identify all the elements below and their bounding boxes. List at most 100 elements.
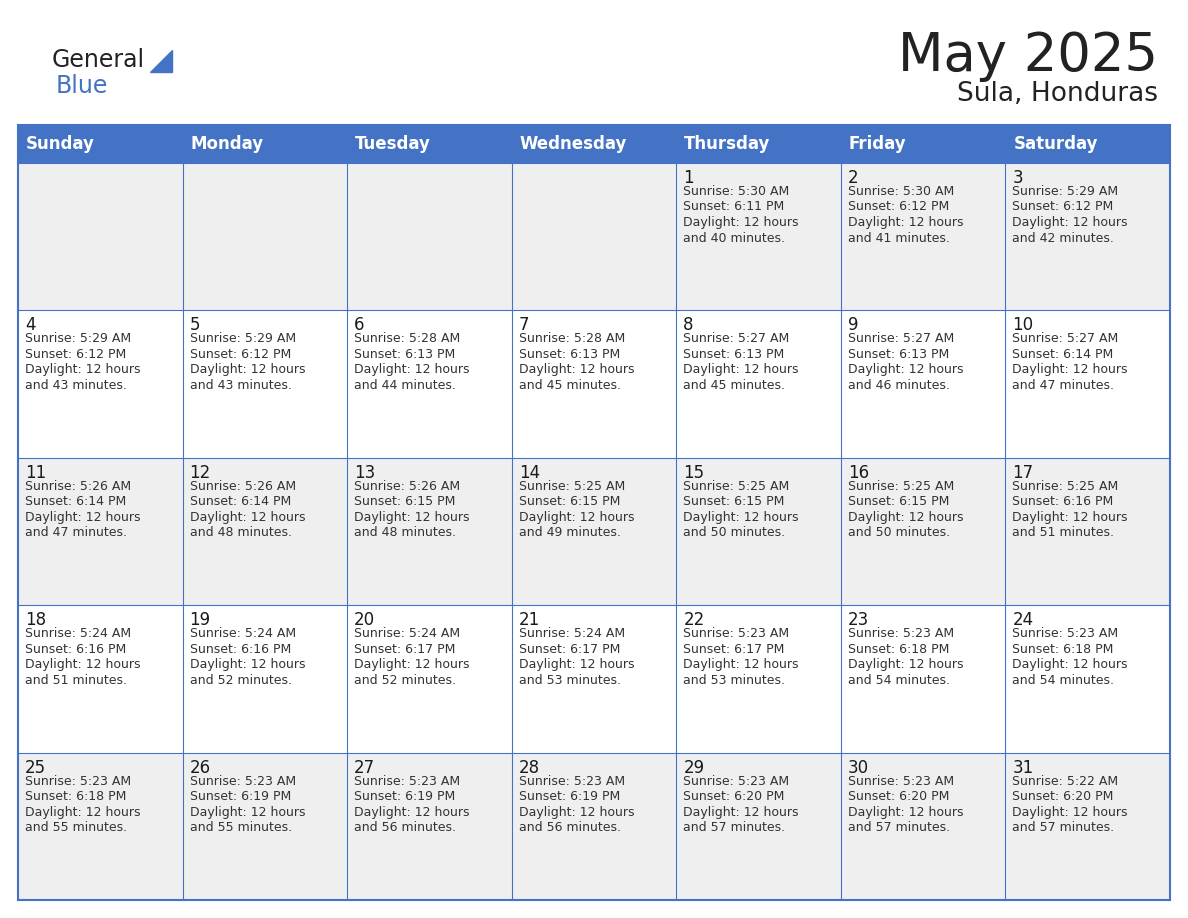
Text: and 57 minutes.: and 57 minutes. [683, 821, 785, 834]
Text: and 56 minutes.: and 56 minutes. [519, 821, 620, 834]
Text: 28: 28 [519, 758, 539, 777]
Text: and 50 minutes.: and 50 minutes. [848, 526, 950, 539]
Text: and 53 minutes.: and 53 minutes. [519, 674, 620, 687]
Text: 23: 23 [848, 611, 870, 629]
Text: 12: 12 [190, 464, 210, 482]
Text: Sunrise: 5:27 AM: Sunrise: 5:27 AM [1012, 332, 1119, 345]
Text: Blue: Blue [56, 74, 108, 98]
Text: Sunset: 6:13 PM: Sunset: 6:13 PM [848, 348, 949, 361]
Text: 3: 3 [1012, 169, 1023, 187]
Text: Sunrise: 5:23 AM: Sunrise: 5:23 AM [354, 775, 460, 788]
Text: May 2025: May 2025 [898, 30, 1158, 82]
Text: Sunset: 6:15 PM: Sunset: 6:15 PM [519, 496, 620, 509]
Text: Daylight: 12 hours: Daylight: 12 hours [519, 364, 634, 376]
Text: 24: 24 [1012, 611, 1034, 629]
Text: Daylight: 12 hours: Daylight: 12 hours [848, 658, 963, 671]
Bar [512, 605, 676, 753]
Text: 20: 20 [354, 611, 375, 629]
Text: 30: 30 [848, 758, 868, 777]
Text: Sunrise: 5:27 AM: Sunrise: 5:27 AM [848, 332, 954, 345]
Text: Sunset: 6:18 PM: Sunset: 6:18 PM [25, 790, 126, 803]
Text: and 53 minutes.: and 53 minutes. [683, 674, 785, 687]
Text: and 48 minutes.: and 48 minutes. [354, 526, 456, 539]
Text: and 49 minutes.: and 49 minutes. [519, 526, 620, 539]
Text: Sunrise: 5:26 AM: Sunrise: 5:26 AM [190, 480, 296, 493]
Bar [347, 753, 512, 900]
Text: and 55 minutes.: and 55 minutes. [190, 821, 292, 834]
Bar [512, 163, 676, 310]
Text: Daylight: 12 hours: Daylight: 12 hours [354, 364, 469, 376]
Text: Sunset: 6:14 PM: Sunset: 6:14 PM [1012, 348, 1113, 361]
Text: Sunrise: 5:29 AM: Sunrise: 5:29 AM [1012, 185, 1119, 198]
Bar [183, 753, 347, 900]
Text: and 43 minutes.: and 43 minutes. [190, 379, 291, 392]
Bar [1005, 310, 1170, 458]
Text: Daylight: 12 hours: Daylight: 12 hours [25, 510, 140, 524]
Text: Thursday: Thursday [684, 135, 771, 153]
Bar [841, 163, 1005, 310]
Bar [676, 310, 841, 458]
Text: and 43 minutes.: and 43 minutes. [25, 379, 127, 392]
Bar [841, 753, 1005, 900]
Text: Tuesday: Tuesday [355, 135, 431, 153]
Text: Daylight: 12 hours: Daylight: 12 hours [683, 658, 798, 671]
Text: Sunset: 6:12 PM: Sunset: 6:12 PM [848, 200, 949, 214]
Bar [676, 605, 841, 753]
Text: Sunrise: 5:23 AM: Sunrise: 5:23 AM [683, 775, 789, 788]
Text: Sunrise: 5:24 AM: Sunrise: 5:24 AM [354, 627, 460, 640]
Text: 19: 19 [190, 611, 210, 629]
Text: 27: 27 [354, 758, 375, 777]
Text: Sunset: 6:17 PM: Sunset: 6:17 PM [683, 643, 784, 655]
Text: Sunrise: 5:25 AM: Sunrise: 5:25 AM [848, 480, 954, 493]
Text: Sunrise: 5:24 AM: Sunrise: 5:24 AM [25, 627, 131, 640]
Text: Saturday: Saturday [1013, 135, 1098, 153]
Text: Daylight: 12 hours: Daylight: 12 hours [848, 216, 963, 229]
Text: Daylight: 12 hours: Daylight: 12 hours [519, 510, 634, 524]
Bar [347, 310, 512, 458]
Text: Sunset: 6:16 PM: Sunset: 6:16 PM [25, 643, 126, 655]
Text: 9: 9 [848, 317, 859, 334]
Text: Sunrise: 5:30 AM: Sunrise: 5:30 AM [683, 185, 790, 198]
Text: Monday: Monday [190, 135, 264, 153]
Text: and 57 minutes.: and 57 minutes. [1012, 821, 1114, 834]
Text: Sula, Honduras: Sula, Honduras [958, 81, 1158, 107]
Text: Daylight: 12 hours: Daylight: 12 hours [190, 510, 305, 524]
Text: Sunset: 6:18 PM: Sunset: 6:18 PM [848, 643, 949, 655]
Text: Sunset: 6:17 PM: Sunset: 6:17 PM [519, 643, 620, 655]
Text: Sunrise: 5:30 AM: Sunrise: 5:30 AM [848, 185, 954, 198]
Text: 8: 8 [683, 317, 694, 334]
Bar [183, 605, 347, 753]
Text: Daylight: 12 hours: Daylight: 12 hours [25, 806, 140, 819]
Text: Daylight: 12 hours: Daylight: 12 hours [848, 510, 963, 524]
Text: and 44 minutes.: and 44 minutes. [354, 379, 456, 392]
Bar [512, 753, 676, 900]
Text: Sunrise: 5:29 AM: Sunrise: 5:29 AM [190, 332, 296, 345]
Bar [512, 310, 676, 458]
Text: Daylight: 12 hours: Daylight: 12 hours [1012, 510, 1127, 524]
Bar [676, 163, 841, 310]
Text: and 51 minutes.: and 51 minutes. [1012, 526, 1114, 539]
Text: Sunset: 6:16 PM: Sunset: 6:16 PM [190, 643, 291, 655]
Text: 22: 22 [683, 611, 704, 629]
Text: Daylight: 12 hours: Daylight: 12 hours [354, 510, 469, 524]
Bar [347, 458, 512, 605]
Text: Sunrise: 5:23 AM: Sunrise: 5:23 AM [848, 775, 954, 788]
Text: Sunrise: 5:28 AM: Sunrise: 5:28 AM [519, 332, 625, 345]
Text: 21: 21 [519, 611, 541, 629]
Text: Sunset: 6:14 PM: Sunset: 6:14 PM [25, 496, 126, 509]
Text: Daylight: 12 hours: Daylight: 12 hours [683, 364, 798, 376]
Text: Daylight: 12 hours: Daylight: 12 hours [683, 216, 798, 229]
Text: Daylight: 12 hours: Daylight: 12 hours [848, 806, 963, 819]
Text: Sunset: 6:19 PM: Sunset: 6:19 PM [519, 790, 620, 803]
Text: and 57 minutes.: and 57 minutes. [848, 821, 950, 834]
Text: Sunrise: 5:29 AM: Sunrise: 5:29 AM [25, 332, 131, 345]
Bar [18, 458, 183, 605]
Bar [183, 310, 347, 458]
Bar [18, 753, 183, 900]
Text: Sunset: 6:16 PM: Sunset: 6:16 PM [1012, 496, 1113, 509]
Text: Daylight: 12 hours: Daylight: 12 hours [25, 658, 140, 671]
Text: Sunset: 6:13 PM: Sunset: 6:13 PM [683, 348, 784, 361]
Bar [18, 125, 1170, 163]
Text: Daylight: 12 hours: Daylight: 12 hours [190, 658, 305, 671]
Text: and 54 minutes.: and 54 minutes. [848, 674, 950, 687]
